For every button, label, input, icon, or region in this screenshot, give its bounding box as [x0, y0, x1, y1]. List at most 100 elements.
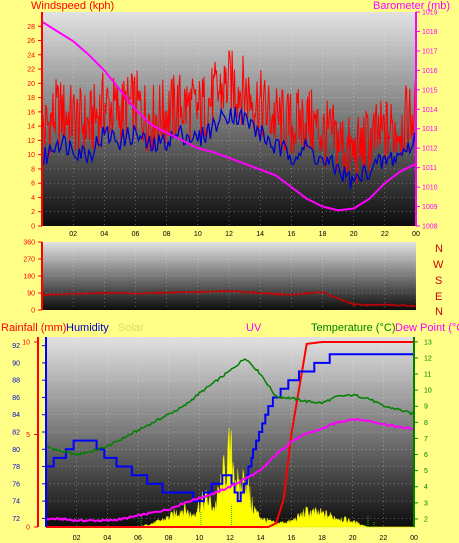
- barometer-line: [41, 20, 417, 212]
- baro-tick-label: 1013: [422, 126, 438, 133]
- humidity-tick-label: 88: [12, 378, 20, 385]
- direction-line: [41, 289, 417, 308]
- temperature-line: [45, 358, 415, 457]
- wind-x-label: 00: [412, 231, 420, 238]
- temp-tick-label: 10: [424, 388, 432, 395]
- baro-right-ticks: 1008 1009 1010 1011 1012 1013 1014 1015 1016 1017…: [416, 10, 438, 231]
- wind-tick-label: 0: [31, 224, 35, 231]
- rainfall-label: Rainfall (mm): [1, 322, 66, 334]
- wind-tick-label: 20: [27, 81, 35, 88]
- direction-tick-label: 180: [23, 274, 35, 281]
- temp-x-label: 00: [410, 535, 418, 542]
- direction-e: E: [435, 291, 442, 303]
- temp-x-label: 12: [226, 535, 234, 542]
- direction-tick-label: 270: [23, 257, 35, 264]
- baro-tick-label: 1015: [422, 87, 438, 94]
- temp-tick-label: 4: [424, 484, 428, 491]
- wind-tick-label: 12: [27, 138, 35, 145]
- humidity-tick-label: 78: [12, 464, 20, 471]
- temp-tick-label: 2: [424, 516, 428, 523]
- baro-tick-label: 1016: [422, 68, 438, 75]
- rain-tick-label: 0: [26, 525, 30, 532]
- wind-tick-label: 22: [27, 67, 35, 74]
- temp-tick-label: 12: [424, 355, 432, 362]
- humidity-ticks: 72 74 76 78 80 82 84 86 88 90 92: [12, 343, 46, 523]
- wind-tick-label: 26: [27, 38, 35, 45]
- temperature-label: Temperature (°C): [311, 322, 395, 334]
- direction-tick-label: 90: [27, 291, 35, 298]
- baro-tick-label: 1008: [422, 224, 438, 231]
- temp-x-label: 06: [134, 535, 142, 542]
- humidity-tick-label: 86: [12, 395, 20, 402]
- uv-label: UV: [246, 322, 262, 334]
- windspeed-label: Windspeed (kph): [31, 0, 114, 12]
- temp-x-label: 10: [195, 535, 203, 542]
- temp-series: [45, 341, 415, 528]
- humidity-tick-label: 74: [12, 499, 20, 506]
- direction-w: W: [433, 259, 444, 271]
- temp-tick-label: 13: [424, 339, 432, 346]
- barometer-label: Barometer (mb): [373, 0, 450, 12]
- dewpoint-label: Dew Point (°C: [395, 322, 459, 334]
- baro-tick-label: 1010: [422, 185, 438, 192]
- rain-tick-label: 5: [26, 432, 30, 439]
- temp-x-label: 22: [379, 535, 387, 542]
- baro-tick-label: 1019: [422, 10, 438, 17]
- wind-x-label: 16: [287, 231, 295, 238]
- humidity-tick-label: 72: [12, 516, 20, 523]
- temp-tick-label: 6: [424, 452, 428, 459]
- temp-x-label: 14: [257, 535, 265, 542]
- direction-s: S: [435, 275, 442, 287]
- wind-x-label: 22: [381, 231, 389, 238]
- temp-x-label: 18: [318, 535, 326, 542]
- baro-tick-label: 1014: [422, 107, 438, 114]
- temp-x-label: 08: [165, 535, 173, 542]
- wind-avg-line: [41, 107, 417, 190]
- wind-tick-label: 18: [27, 95, 35, 102]
- wind-tick-label: 14: [27, 124, 35, 131]
- temp-tick-label: 9: [424, 404, 428, 411]
- direction-ticks: 0 90 180 270 360: [23, 240, 42, 315]
- direction-grid: [42, 242, 417, 310]
- wind-x-label: 02: [69, 231, 77, 238]
- direction-n-top: N: [435, 243, 443, 255]
- humidity-tick-label: 92: [12, 343, 20, 350]
- direction-tick-label: 360: [23, 240, 35, 247]
- wind-tick-label: 4: [31, 195, 35, 202]
- temp-x-label: 02: [73, 535, 81, 542]
- baro-tick-label: 1017: [422, 48, 438, 55]
- temp-tick-label: 11: [424, 372, 431, 379]
- solar-label: Solar: [118, 322, 144, 334]
- dewpoint-line: [45, 417, 415, 523]
- wind-tick-label: 16: [27, 109, 35, 116]
- wind-tick-label: 24: [27, 52, 35, 59]
- baro-tick-label: 1011: [422, 165, 437, 172]
- wind-x-label: 06: [132, 231, 140, 238]
- wind-x-label: 12: [225, 231, 233, 238]
- wind-tick-label: 28: [27, 24, 35, 31]
- baro-tick-label: 1018: [422, 29, 438, 36]
- wind-x-ticks: 02 04 06 08 10 12 14 16 18 20 22 00: [69, 231, 420, 238]
- humidity-tick-label: 84: [12, 412, 20, 419]
- wind-tick-label: 6: [31, 181, 35, 188]
- baro-tick-label: 1012: [422, 146, 438, 153]
- wind-tick-label: 10: [27, 152, 35, 159]
- temp-tick-label: 5: [424, 468, 428, 475]
- humidity-label: Humidity: [66, 322, 109, 334]
- rainfall-line: [46, 341, 414, 528]
- wind-x-label: 04: [100, 231, 108, 238]
- rain-ticks: 0 5 10: [22, 340, 38, 532]
- temp-tick-label: 8: [424, 420, 428, 427]
- wind-tick-label: 2: [31, 209, 35, 216]
- humidity-tick-label: 76: [12, 481, 20, 488]
- temp-tick-label: 7: [424, 436, 428, 443]
- wind-x-label: 20: [350, 231, 358, 238]
- direction-series: [41, 289, 417, 308]
- direction-n-bottom: N: [435, 306, 443, 318]
- wind-series: [41, 20, 417, 212]
- humidity-tick-label: 90: [12, 360, 20, 367]
- temp-x-label: 16: [287, 535, 295, 542]
- wind-x-label: 18: [319, 231, 327, 238]
